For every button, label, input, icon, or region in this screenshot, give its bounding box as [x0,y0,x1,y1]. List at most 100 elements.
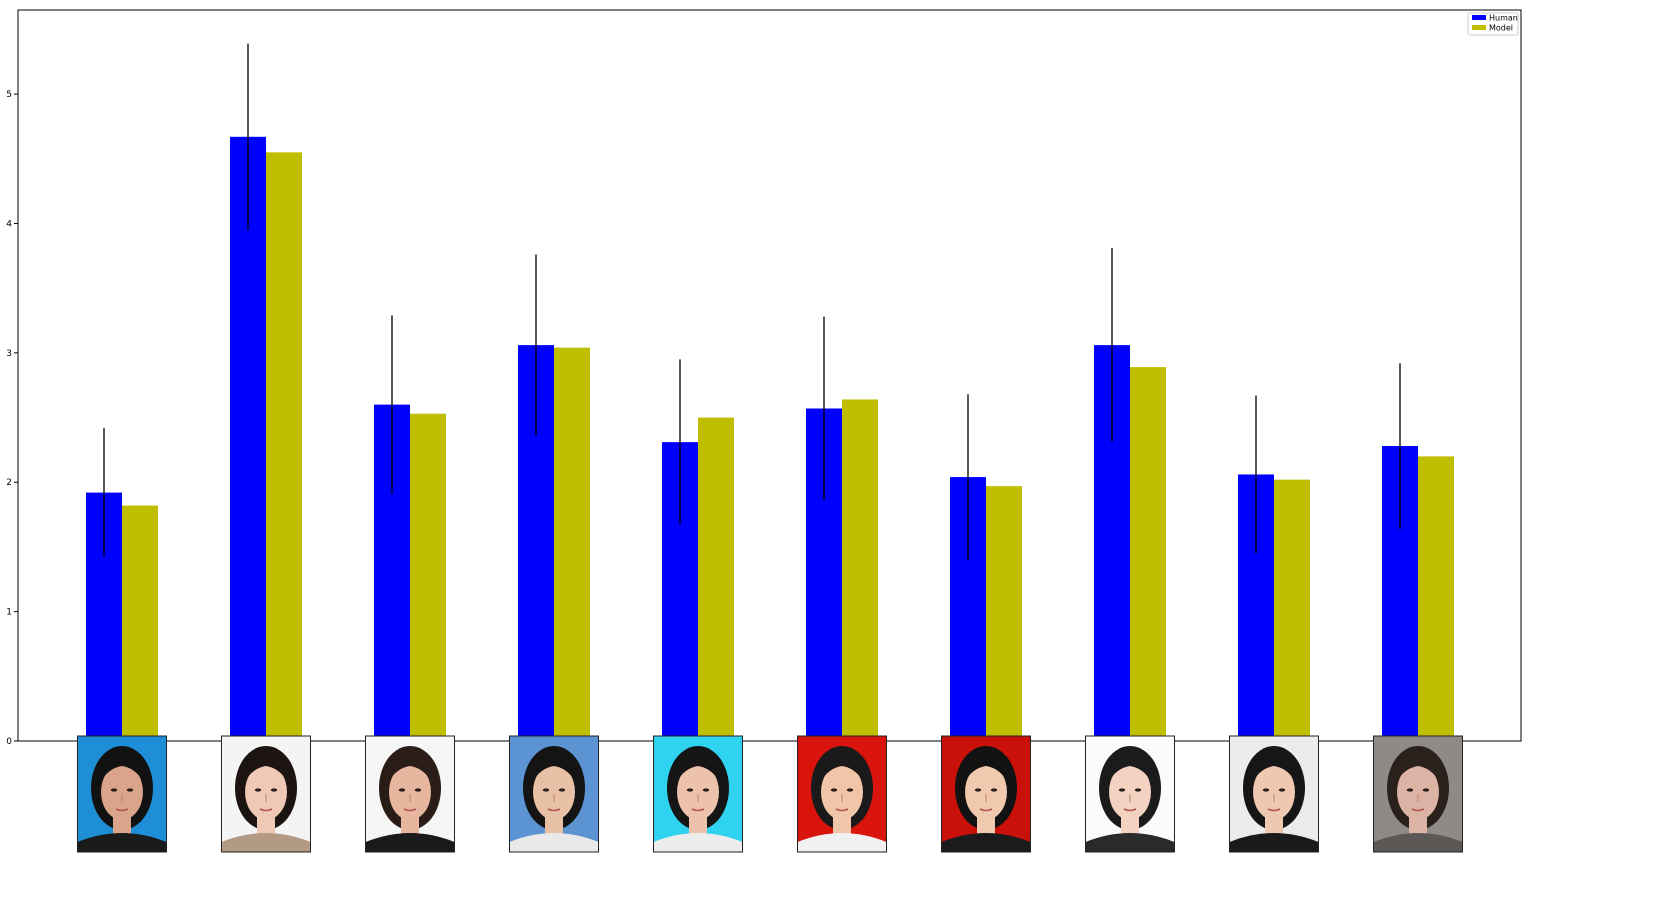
x-tick-images [77,735,1463,853]
photo-fringe [387,755,433,784]
y-tick-label-5: 5 [6,90,12,100]
photo-clothes [77,833,167,852]
photo-frame [1085,735,1175,853]
bar-model-10 [1418,456,1454,741]
photo-eye-right [270,788,278,792]
photo-face [677,764,719,820]
photo-frame [653,735,743,853]
photo-eye-left [110,788,118,792]
face-photo-9 [1229,735,1319,853]
plot-frame [17,9,1522,742]
photo-fringe [1107,755,1153,784]
photo-face [245,764,287,820]
photo-mouth [979,808,993,812]
photo-eye-right [990,788,998,792]
bar-model-6 [842,399,878,741]
photo-face [1253,764,1295,820]
photo-frame [941,735,1031,853]
photo-eye-left [1406,788,1414,792]
y-tick-label-4: 4 [6,219,12,229]
photo-clothes [1373,833,1463,852]
bar-model-5 [698,417,734,741]
axis-layer: 0 1 2 3 4 5 [6,9,1522,747]
bar-model-3 [410,413,446,741]
photo-frame [221,735,311,853]
y-tick-label-1: 1 [6,608,12,618]
y-tick-label-0: 0 [6,737,12,747]
y-tick-label-3: 3 [6,349,12,359]
photo-fringe [819,755,865,784]
photo-face [533,764,575,820]
photo-frame [1229,735,1319,853]
photo-eye-left [974,788,982,792]
photo-eye-left [398,788,406,792]
photo-fringe [1251,755,1297,784]
photo-frame [77,735,167,853]
photo-fringe [675,755,721,784]
photo-eye-left [830,788,838,792]
photo-mouth [259,808,273,812]
face-photo-6 [797,735,887,853]
face-photo-4 [509,735,599,853]
bars-layer [86,136,1454,742]
bar-model-8 [1130,367,1166,741]
photo-mouth [1267,808,1281,812]
photo-eye-left [254,788,262,792]
photo-eye-right [846,788,854,792]
face-photo-3 [365,735,455,853]
bar-model-1 [122,505,158,741]
photo-face [965,764,1007,820]
face-photo-8 [1085,735,1175,853]
photo-clothes [797,833,887,852]
photo-eye-right [414,788,422,792]
photo-mouth [1123,808,1137,812]
photo-frame [797,735,887,853]
photo-face [101,764,143,820]
photo-fringe [243,755,289,784]
photo-mouth [115,808,129,812]
photo-eye-right [1278,788,1286,792]
face-photo-7 [941,735,1031,853]
photo-fringe [99,755,145,784]
legend-swatch-model [1472,25,1486,30]
photo-eye-right [558,788,566,792]
photo-mouth [547,808,561,812]
photo-frame [509,735,599,853]
photo-fringe [531,755,577,784]
photo-eye-left [1262,788,1270,792]
photo-eye-left [542,788,550,792]
photo-eye-right [1422,788,1430,792]
photo-eye-right [126,788,134,792]
photo-mouth [691,808,705,812]
photo-mouth [403,808,417,812]
photo-face [1397,764,1439,820]
photo-eye-right [1134,788,1142,792]
photo-frame [365,735,455,853]
photo-eye-left [1118,788,1126,792]
photo-clothes [1229,833,1319,852]
photo-clothes [509,833,599,852]
photo-eye-left [686,788,694,792]
photo-face [821,764,863,820]
bar-model-2 [266,152,302,741]
face-photo-5 [653,735,743,853]
bar-human-2 [230,136,266,742]
error-bars-layer [103,43,1401,560]
legend-swatch-human [1472,15,1486,20]
face-photo-2 [221,735,311,853]
photo-mouth [835,808,849,812]
legend-label-human: Human [1489,14,1518,23]
photo-clothes [653,833,743,852]
photo-frame [1373,735,1463,853]
photo-clothes [1085,833,1175,852]
bar-model-4 [554,347,590,741]
y-tick-label-2: 2 [6,478,12,488]
bar-model-7 [986,486,1022,741]
photo-face [389,764,431,820]
face-photo-1 [77,735,167,853]
photo-mouth [1411,808,1425,812]
photo-clothes [365,833,455,852]
photo-fringe [963,755,1009,784]
